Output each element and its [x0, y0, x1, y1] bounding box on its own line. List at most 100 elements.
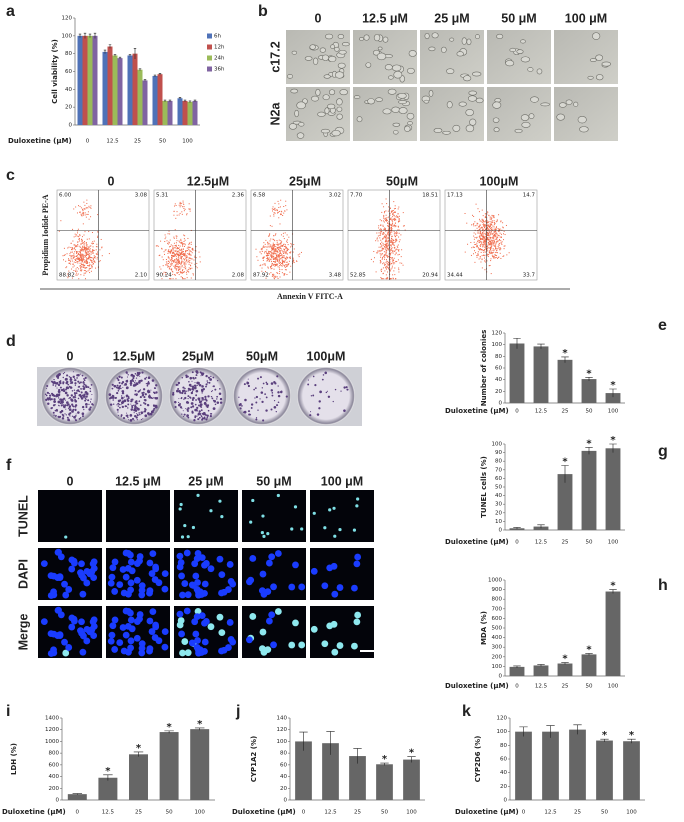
event-dot — [178, 252, 180, 254]
event-dot — [81, 255, 83, 257]
event-dot — [390, 240, 392, 242]
colony — [207, 409, 210, 412]
colony — [85, 392, 89, 395]
event-dot — [495, 221, 497, 223]
event-dot — [272, 242, 274, 244]
colony — [261, 387, 263, 389]
event-dot — [273, 247, 275, 249]
nucleus — [298, 583, 306, 591]
y-tick-label: 0 — [69, 123, 73, 129]
event-dot — [86, 213, 88, 215]
bar — [533, 665, 549, 676]
event-dot — [383, 206, 385, 208]
event-dot — [268, 273, 270, 275]
event-dot — [385, 254, 387, 256]
event-dot — [490, 240, 492, 242]
event-dot — [486, 236, 488, 238]
event-dot — [486, 250, 488, 252]
colony — [144, 377, 147, 380]
event-dot — [76, 267, 78, 269]
event-dot — [278, 217, 280, 219]
colony — [205, 374, 208, 378]
tunel-signal — [333, 534, 337, 538]
colony — [211, 389, 213, 392]
event-dot — [394, 207, 396, 209]
colony — [57, 393, 61, 397]
colony — [56, 381, 58, 384]
event-dot — [492, 239, 494, 241]
event-dot — [284, 259, 286, 261]
event-dot — [383, 212, 385, 214]
event-dot — [83, 254, 85, 256]
colony — [126, 414, 129, 417]
event-dot — [491, 242, 493, 244]
error-bar — [72, 793, 83, 795]
event-dot — [297, 254, 299, 256]
event-dot — [167, 257, 169, 259]
event-dot — [178, 266, 180, 268]
event-dot — [188, 253, 190, 255]
event-dot — [393, 214, 395, 216]
event-dot — [284, 269, 286, 271]
event-dot — [89, 248, 91, 250]
colony — [279, 390, 283, 394]
event-dot — [171, 258, 173, 260]
colony — [71, 403, 74, 406]
event-dot — [273, 258, 275, 260]
event-dot — [178, 247, 180, 249]
event-dot — [277, 256, 279, 258]
event-dot — [385, 274, 387, 276]
event-dot — [90, 260, 92, 262]
event-dot — [191, 248, 193, 250]
event-dot — [173, 242, 175, 244]
quadrant-value: 33.7 — [523, 273, 536, 279]
cell — [592, 32, 601, 40]
error-bar — [627, 738, 636, 744]
colony — [203, 417, 206, 420]
event-dot — [184, 262, 186, 264]
event-dot — [179, 255, 181, 257]
event-dot — [498, 229, 500, 231]
event-dot — [385, 252, 387, 254]
event-dot — [277, 243, 279, 245]
event-dot — [388, 245, 390, 247]
colony — [188, 383, 192, 387]
event-dot — [493, 215, 495, 217]
cell — [339, 89, 348, 96]
event-dot — [83, 269, 85, 271]
cell — [322, 94, 330, 101]
event-dot — [83, 250, 85, 252]
event-dot — [259, 265, 261, 267]
event-dot — [276, 240, 278, 242]
colony — [53, 378, 55, 381]
event-dot — [391, 220, 393, 222]
event-dot — [177, 264, 179, 266]
event-dot — [180, 251, 182, 253]
event-dot — [60, 220, 62, 222]
event-dot — [488, 229, 490, 231]
nucleus — [47, 650, 55, 657]
event-dot — [370, 258, 372, 260]
event-dot — [70, 242, 72, 244]
event-dot — [293, 260, 295, 262]
nucleus — [354, 611, 362, 619]
event-dot — [83, 234, 85, 236]
event-dot — [381, 241, 383, 243]
event-dot — [481, 248, 483, 250]
event-dot — [499, 247, 501, 249]
event-dot — [498, 230, 500, 232]
colony — [133, 419, 135, 421]
bar — [581, 654, 597, 676]
event-dot — [281, 263, 283, 265]
flow-plot — [347, 189, 441, 281]
event-dot — [274, 265, 276, 267]
event-dot — [186, 260, 188, 262]
event-dot — [81, 256, 83, 258]
event-dot — [77, 273, 79, 275]
event-dot — [180, 271, 182, 273]
colony — [150, 389, 152, 391]
event-dot — [480, 251, 482, 253]
event-dot — [495, 248, 497, 250]
event-dot — [184, 235, 186, 237]
colony — [200, 409, 203, 412]
